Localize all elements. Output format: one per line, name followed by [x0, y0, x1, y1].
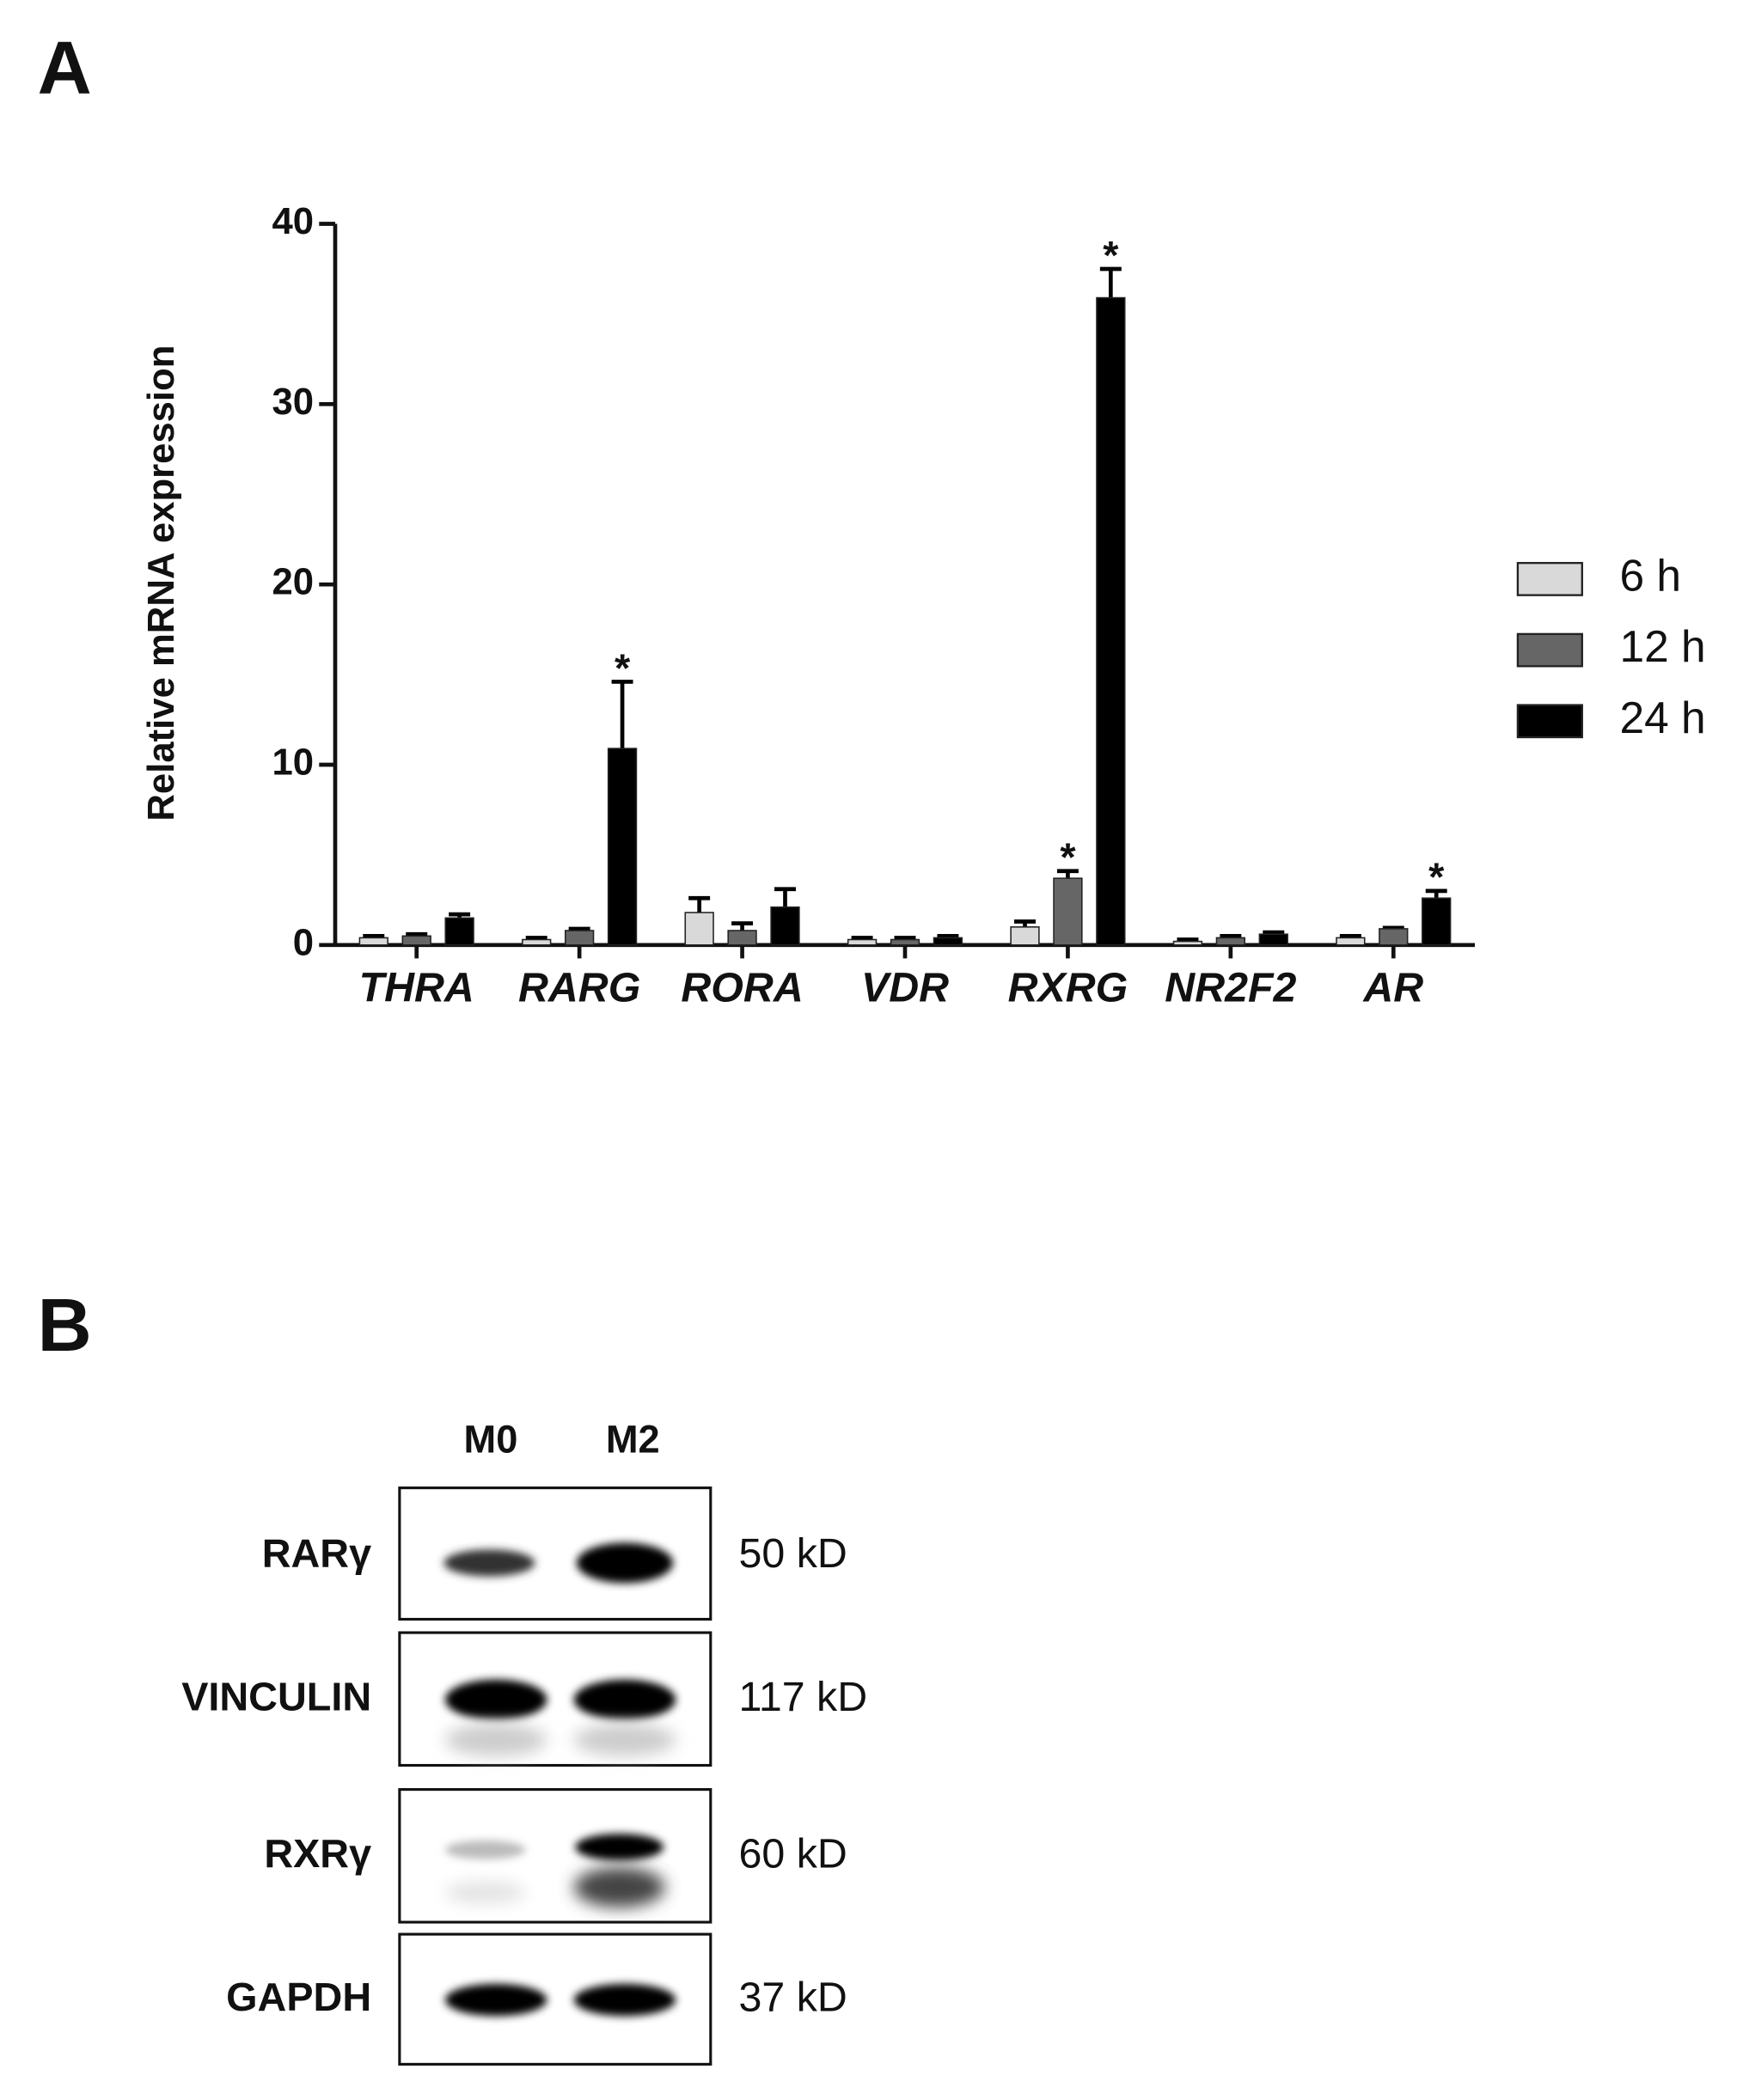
- band: [444, 1679, 547, 1720]
- x-tick-label: RXRG: [1008, 965, 1128, 1011]
- bar: [890, 938, 920, 946]
- blot-frame: [398, 1788, 712, 1924]
- bar: [1172, 940, 1203, 946]
- bar: [401, 935, 431, 946]
- band: [444, 1724, 547, 1756]
- bar: [1096, 296, 1126, 946]
- bar: [358, 937, 388, 946]
- bar: [444, 917, 474, 946]
- y-tick-label: 0: [293, 921, 314, 963]
- panel-label: A: [38, 26, 92, 110]
- x-tick-label: VDR: [861, 965, 949, 1011]
- blot-row-label: VINCULIN: [181, 1674, 371, 1718]
- bar: [847, 938, 878, 946]
- lane-label: M2: [606, 1418, 660, 1462]
- y-tick-label: 10: [272, 742, 314, 784]
- bar: [1010, 926, 1040, 946]
- blot-row-label: GAPDH: [226, 1975, 371, 2019]
- bar: [1336, 937, 1366, 946]
- western-blot: M0 M2: [398, 1418, 712, 2066]
- y-tick-label: 30: [272, 381, 314, 423]
- x-tick-label: AR: [1362, 965, 1423, 1011]
- band: [443, 1549, 535, 1577]
- blot-size-label: 50 kD: [739, 1530, 847, 1577]
- band: [576, 1542, 674, 1584]
- blot-row-label: RARγ: [262, 1531, 371, 1576]
- legend-label: 12 h: [1619, 621, 1705, 671]
- annotation: *: [615, 645, 631, 690]
- bar: [1379, 928, 1409, 946]
- bar: [1422, 897, 1452, 946]
- band: [573, 1867, 665, 1908]
- bar-chart: 0 10 20 30 40 THRA RARG RORA VDR RXRG NR2F2 AR * * * * 6…: [272, 200, 1705, 1011]
- legend-label: 24 h: [1619, 693, 1705, 742]
- band: [444, 1840, 526, 1859]
- legend-swatch: [1516, 704, 1583, 739]
- bar: [770, 906, 800, 946]
- bar: [1215, 937, 1246, 946]
- bar: [607, 748, 638, 946]
- x-tick-label: NR2F2: [1165, 965, 1296, 1011]
- bar: [522, 938, 552, 946]
- bar: [727, 930, 757, 946]
- panel-label: B: [38, 1283, 92, 1367]
- bar: [564, 930, 595, 946]
- band: [444, 1882, 526, 1904]
- legend-label: 6 h: [1619, 551, 1681, 601]
- x-tick-label: RORA: [681, 965, 803, 1011]
- legend-swatch: [1516, 562, 1583, 596]
- annotation: *: [1060, 835, 1076, 880]
- bar: [684, 912, 714, 946]
- blot-size-label: 60 kD: [739, 1830, 847, 1877]
- y-axis-title: Relative mRNA expression: [140, 345, 182, 821]
- blot-row-label: RXRγ: [264, 1831, 371, 1876]
- band: [575, 1834, 664, 1861]
- x-tick-label: RARG: [518, 965, 640, 1011]
- band: [573, 1724, 676, 1756]
- y-tick-label: 20: [272, 561, 314, 603]
- blot-size-label: 37 kD: [739, 1974, 847, 2020]
- bar: [1258, 933, 1288, 946]
- y-tick-label: 40: [272, 200, 314, 242]
- annotation: *: [1428, 855, 1445, 900]
- band: [573, 1983, 676, 2017]
- x-tick-label: THRA: [359, 965, 474, 1011]
- annotation: *: [1103, 233, 1119, 278]
- band: [444, 1983, 547, 2017]
- blot-size-label: 117 kD: [739, 1674, 868, 1720]
- legend-swatch: [1516, 632, 1583, 668]
- band: [573, 1679, 676, 1720]
- bar: [1053, 877, 1083, 946]
- lane-label: M0: [464, 1418, 518, 1462]
- bar: [933, 937, 963, 946]
